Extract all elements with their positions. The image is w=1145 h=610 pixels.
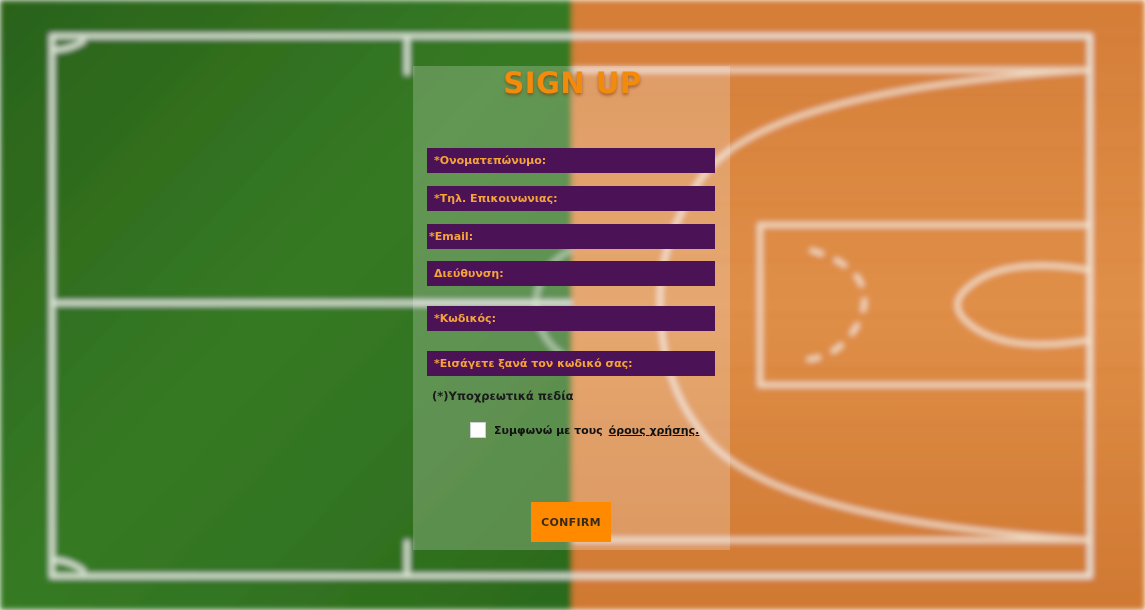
phone-field[interactable]: *Τηλ. Επικοινωνιας:: [427, 186, 715, 211]
address-input[interactable]: [427, 261, 715, 286]
terms-row: Συμφωνώ με τους όρους χρήσης.: [470, 421, 699, 439]
confirm-password-input[interactable]: [427, 351, 715, 376]
confirm-password-field[interactable]: *Εισάγετε ξανά τον κωδικό σας:: [427, 351, 715, 376]
address-field[interactable]: Διεύθυνση:: [427, 261, 715, 286]
email-field[interactable]: *Email:: [427, 224, 715, 249]
phone-input[interactable]: [427, 186, 715, 211]
fullname-field[interactable]: *Ονοματεπώνυμο:: [427, 148, 715, 173]
password-field[interactable]: *Κωδικός:: [427, 306, 715, 331]
terms-text: Συμφωνώ με τους: [494, 423, 603, 437]
password-input[interactable]: [427, 306, 715, 331]
terms-link[interactable]: όρους χρήσης.: [608, 423, 700, 437]
email-input[interactable]: [427, 224, 715, 249]
fullname-input[interactable]: [427, 148, 715, 173]
confirm-button[interactable]: CONFIRM: [531, 502, 611, 542]
terms-checkbox[interactable]: [470, 422, 486, 438]
required-fields-note: (*)Υποχρεωτικά πεδία: [432, 389, 574, 403]
page-title: SIGN UP: [503, 66, 642, 100]
